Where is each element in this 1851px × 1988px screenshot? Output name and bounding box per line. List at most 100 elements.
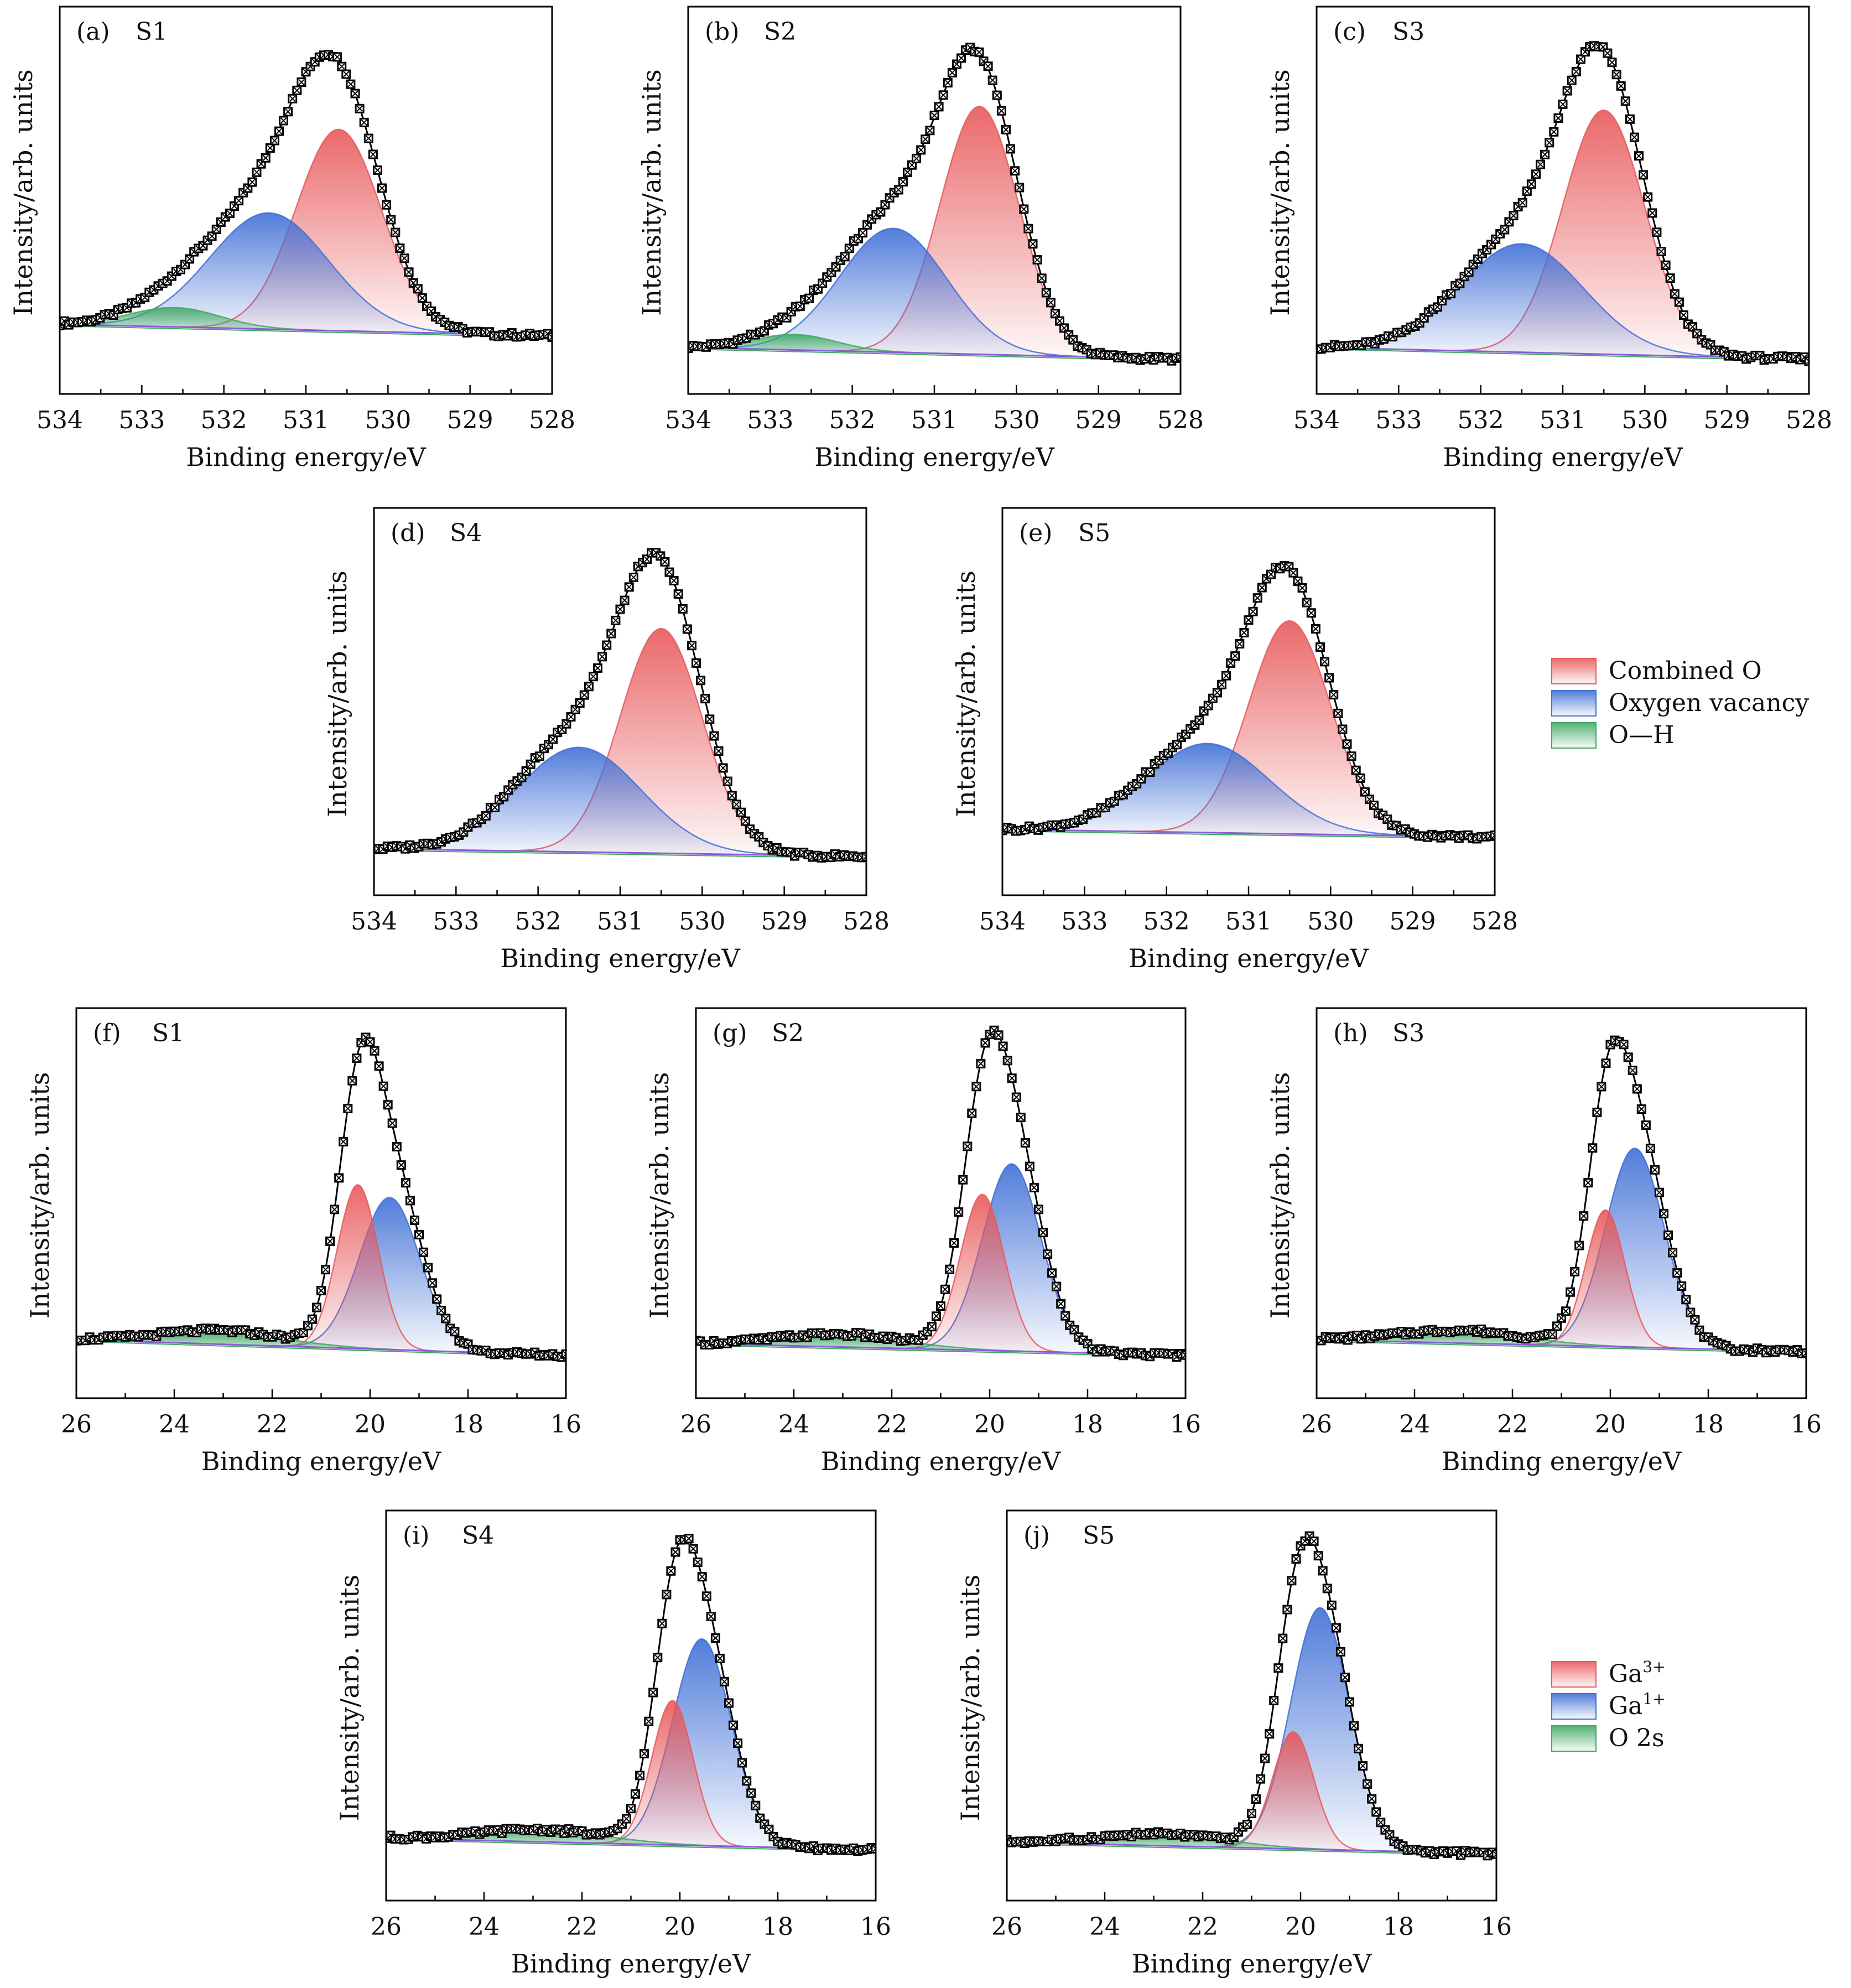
- data-point: [1672, 1268, 1682, 1278]
- x-tick-label: 16: [1791, 1410, 1822, 1439]
- data-point: [436, 1306, 446, 1316]
- x-tick-label: 529: [447, 406, 493, 434]
- sample-label: S4: [462, 1522, 494, 1550]
- data-point: [383, 1100, 393, 1110]
- data-point: [1579, 1211, 1589, 1221]
- x-tick-label: 20: [355, 1410, 386, 1439]
- data-point: [1531, 169, 1541, 179]
- component-fill-oxygen-vacancy: [1317, 243, 1809, 359]
- x-tick-label: 534: [665, 406, 711, 434]
- data-point: [967, 1108, 977, 1118]
- data-point: [688, 1544, 698, 1554]
- panels-group: 534 533 532 531 530 529 528 Binding energy/eV In…: [8, 6, 1832, 1979]
- data-point: [1592, 1107, 1602, 1117]
- x-axis-title: Binding energy/eV: [186, 442, 426, 472]
- component-fill-o-2s: [76, 1332, 566, 1356]
- data-point: [378, 1081, 388, 1091]
- data-point: [1509, 211, 1519, 221]
- data-point: [1351, 765, 1361, 775]
- baseline-secondary: [386, 1839, 876, 1852]
- data-point: [1670, 289, 1680, 299]
- legend-label-ga3-sup: 3+: [1642, 1658, 1665, 1676]
- data-point: [706, 1612, 716, 1621]
- x-tick-label: 532: [515, 907, 561, 936]
- data-point: [1001, 124, 1011, 134]
- panel-label: (a): [76, 18, 110, 46]
- data-point: [1333, 708, 1343, 718]
- x-tick-label: 24: [1089, 1913, 1120, 1941]
- data-point: [1570, 1266, 1580, 1276]
- envelope-line: [1317, 1038, 1806, 1352]
- legend-swatch-oxygen-vacancy: [1551, 690, 1597, 717]
- x-axis-title: Binding energy/eV: [814, 442, 1054, 472]
- data-point: [382, 200, 392, 210]
- plot-area-a: [60, 50, 552, 342]
- data-point: [312, 1302, 321, 1312]
- data-point: [1547, 1330, 1557, 1340]
- data-point: [1251, 1794, 1261, 1804]
- x-tick-label: 18: [453, 1410, 483, 1439]
- data-point: [269, 136, 279, 146]
- data-point: [1247, 1809, 1256, 1819]
- data-point: [938, 90, 948, 100]
- legend-label-ga3-base: Ga: [1609, 1660, 1642, 1688]
- data-point: [1069, 1325, 1079, 1335]
- x-tick-label: 528: [843, 907, 890, 936]
- data-point: [1663, 1230, 1673, 1240]
- x-tick-label: 16: [1170, 1410, 1201, 1439]
- x-axis-j: 26 24 22 20 18 16: [991, 1892, 1512, 1941]
- legend-label-ga3: Ga3+: [1609, 1658, 1666, 1688]
- panel-label: (i): [403, 1522, 429, 1550]
- panel-i: 26 24 22 20 18 16 Binding energy/eV Intensity/a…: [335, 1509, 891, 1979]
- component-fill-combined-o: [374, 629, 866, 857]
- x-axis-title: Binding energy/eV: [1132, 1949, 1372, 1979]
- data-point: [670, 1547, 680, 1557]
- legend-swatch-o2s: [1551, 1725, 1597, 1752]
- x-tick-label: 533: [1375, 406, 1422, 434]
- data-point: [352, 1053, 362, 1063]
- data-point: [1371, 1807, 1381, 1817]
- x-tick-label: 20: [974, 1410, 1005, 1439]
- data-point: [1346, 751, 1356, 761]
- data-point: [265, 143, 275, 153]
- component-fill-combined-o: [1002, 621, 1495, 837]
- data-point: [956, 53, 966, 63]
- data-point: [279, 116, 288, 126]
- data-point: [1354, 1743, 1364, 1753]
- x-axis-title: Binding energy/eV: [511, 1949, 751, 1979]
- panel-label: (c): [1333, 18, 1366, 46]
- data-point: [1239, 628, 1249, 637]
- x-tick-label: 22: [876, 1410, 907, 1439]
- data-point: [1558, 100, 1568, 109]
- x-axis-title: Binding energy/eV: [821, 1446, 1061, 1476]
- data-point: [1464, 267, 1474, 277]
- data-point: [410, 1215, 419, 1225]
- y-axis-title: Intensity/arb. units: [955, 1575, 985, 1821]
- panel-label: (g): [713, 1019, 747, 1047]
- data-point: [292, 85, 302, 95]
- data-point: [1491, 1850, 1496, 1859]
- data-point: [1320, 657, 1329, 667]
- legend-swatch-combined-o: [1551, 658, 1597, 684]
- x-axis-d: 534 533 532 531 530 529 528: [351, 886, 890, 936]
- x-tick-label: 18: [1072, 1410, 1103, 1439]
- panel-h: 26 24 22 20 18 16 Binding energy/eV Intensity/a…: [1265, 1007, 1822, 1476]
- data-point: [720, 1676, 729, 1686]
- data-point: [334, 1173, 344, 1183]
- data-point: [321, 1265, 330, 1275]
- data-point: [1230, 651, 1240, 661]
- plot-area-b: [688, 43, 1181, 366]
- data-point: [350, 89, 360, 98]
- data-point: [709, 731, 719, 741]
- data-point: [1025, 1161, 1034, 1171]
- data-point: [1601, 1058, 1611, 1068]
- plot-area-c: [1317, 41, 1809, 366]
- legend-label-o-h: O—H: [1609, 721, 1674, 749]
- data-point: [325, 1236, 335, 1246]
- legend-label-combined-o: Combined O: [1609, 657, 1762, 685]
- x-tick-label: 20: [1595, 1410, 1626, 1439]
- data-point: [980, 1038, 990, 1048]
- x-tick-label: 22: [1187, 1913, 1218, 1941]
- data-point: [1668, 1248, 1678, 1258]
- panel-c: 534 533 532 531 530 529 528 Binding energy/eV In…: [1265, 6, 1832, 472]
